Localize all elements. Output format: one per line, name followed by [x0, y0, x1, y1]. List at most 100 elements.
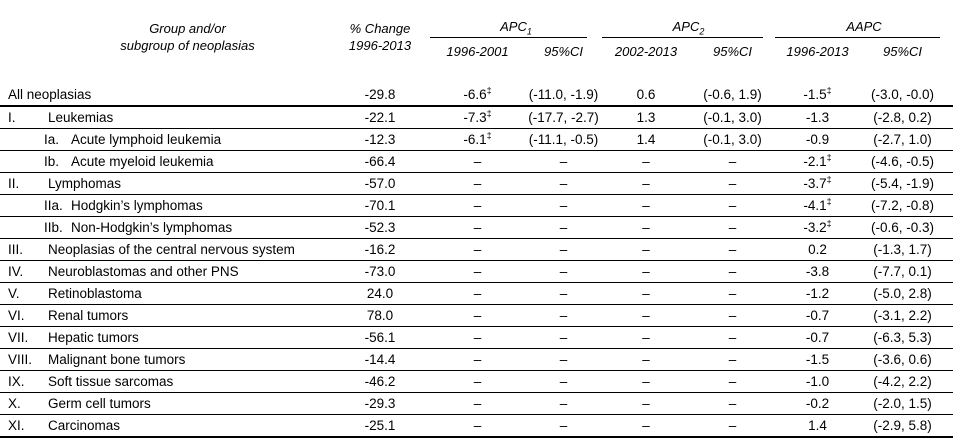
row-label: Carcinomas — [48, 418, 121, 433]
aapc-value: -1.3 — [805, 110, 830, 125]
cell-apc1-ci: – — [525, 194, 602, 217]
aapc-value: -0.9 — [805, 132, 830, 147]
cell-apc1-ci: – — [525, 304, 602, 327]
row-label: Leukemias — [48, 110, 114, 125]
cell-aapc-estimate: -1.2 — [775, 282, 860, 305]
cell-aapc-estimate: -3.8 — [775, 260, 860, 283]
row-label: Neuroblastomas and other PNS — [48, 264, 239, 279]
row-label: Soft tissue sarcomas — [48, 374, 174, 389]
aapc-value: -1.5 — [803, 87, 827, 102]
cell-apc1-estimate: – — [430, 414, 525, 438]
apc1-value: – — [473, 198, 482, 213]
apc1-value: -7.3 — [463, 110, 487, 125]
aapc-label: AAPC — [775, 16, 953, 37]
apc1-value: – — [473, 396, 482, 411]
cell-apc2-ci: – — [690, 348, 775, 371]
row-numeral: III. — [8, 242, 24, 257]
significance-dagger-icon: ‡ — [486, 85, 492, 96]
cell-aapc-estimate: -1.5‡ — [775, 84, 860, 107]
cell-apc1-estimate: – — [430, 172, 525, 195]
table-row: Ib. Acute myeloid leukemia -66.4 – – – – … — [0, 150, 953, 173]
aapc-value: -3.2 — [803, 220, 827, 235]
row-numeral: X. — [8, 396, 21, 411]
table-row: Ia. Acute lymphoid leukemia -12.3 -6.1‡ (… — [0, 128, 953, 151]
cell-apc2-estimate: – — [602, 216, 690, 239]
cell-apc1-estimate: – — [430, 260, 525, 283]
table-body-grid: All neoplasias -29.8 -6.6‡ (-11.0, -1.9)… — [0, 84, 953, 438]
cell-apc1-estimate: – — [430, 392, 525, 415]
cell-apc2-estimate: 0.6 — [602, 84, 690, 107]
cell-pct-change: -12.3 — [330, 128, 430, 151]
cell-group-name: Ib. Acute myeloid leukemia — [0, 150, 330, 173]
cell-aapc-estimate: -4.1‡ — [775, 194, 860, 217]
cell-aapc-estimate: -0.7 — [775, 304, 860, 327]
aapc-value: -2.1 — [803, 154, 827, 169]
cell-apc1-ci: (-11.0, -1.9) — [525, 84, 602, 107]
cell-pct-change: -73.0 — [330, 260, 430, 283]
cell-aapc-estimate: -2.1‡ — [775, 150, 860, 173]
cell-aapc-ci: (-2.8, 0.2) — [860, 106, 953, 129]
row-numeral: VII. — [8, 330, 29, 345]
aapc-underline — [775, 37, 940, 38]
apc2-ci-header: 95%CI — [712, 43, 753, 59]
apc1-value: – — [473, 418, 482, 433]
table-row: VII. Hepatic tumors -56.1 – – – – -0.7 (-… — [0, 326, 953, 349]
table-row: XI. Carcinomas -25.1 – – – – 1.4 (-2.9, 5… — [0, 414, 953, 438]
table-row: III. Neoplasias of the central nervous sy… — [0, 238, 953, 261]
cell-apc2-estimate: – — [602, 414, 690, 438]
table-row: All neoplasias -29.8 -6.6‡ (-11.0, -1.9)… — [0, 84, 953, 107]
aapc-value: -3.7 — [803, 176, 827, 191]
row-label: Germ cell tumors — [48, 396, 151, 411]
aapc-value: -1.5 — [805, 352, 830, 367]
apc2-label-subscript: 2 — [699, 26, 705, 37]
cell-pct-change: -14.4 — [330, 348, 430, 371]
cell-pct-change: -56.1 — [330, 326, 430, 349]
cell-apc2-estimate: – — [602, 370, 690, 393]
table-row: V. Retinoblastoma 24.0 – – – – -1.2 (-5.0… — [0, 282, 953, 305]
cell-pct-change: -46.2 — [330, 370, 430, 393]
apc1-value: – — [473, 220, 482, 235]
cell-pct-change: -25.1 — [330, 414, 430, 438]
significance-dagger-icon: ‡ — [826, 85, 832, 96]
aapc-range-header: 1996-2013 — [786, 43, 849, 59]
cell-aapc-ci: (-2.0, 1.5) — [860, 392, 953, 415]
table-row: IV. Neuroblastomas and other PNS -73.0 – … — [0, 260, 953, 283]
row-label: Hepatic tumors — [48, 330, 139, 345]
cell-group-name: V. Retinoblastoma — [0, 282, 330, 305]
cell-aapc-ci: (-7.2, -0.8) — [860, 194, 953, 217]
cell-pct-change: 78.0 — [330, 304, 430, 327]
cell-apc1-estimate: – — [430, 216, 525, 239]
row-label: Malignant bone tumors — [48, 352, 186, 367]
apc1-label-subscript: 1 — [526, 26, 532, 37]
apc1-value: – — [473, 176, 482, 191]
row-numeral: IX. — [8, 374, 25, 389]
row-numeral: VI. — [8, 308, 25, 323]
apc1-value: – — [473, 154, 482, 169]
row-label: Acute myeloid leukemia — [71, 154, 214, 169]
cell-apc1-estimate: – — [430, 326, 525, 349]
cell-apc2-estimate: – — [602, 238, 690, 261]
cell-group-name: Ia. Acute lymphoid leukemia — [0, 128, 330, 151]
cell-apc1-ci: – — [525, 238, 602, 261]
row-numeral: VIII. — [8, 352, 33, 367]
cell-pct-change: 24.0 — [330, 282, 430, 305]
header-group-aapc: AAPC 1996-2013 95%CI — [775, 10, 953, 64]
cell-apc2-ci: (-0.6, 1.9) — [690, 84, 775, 107]
cell-apc1-estimate: -7.3‡ — [430, 106, 525, 129]
cell-apc1-estimate: – — [430, 150, 525, 173]
cell-pct-change: -22.1 — [330, 106, 430, 129]
cell-apc1-ci: – — [525, 172, 602, 195]
cell-apc2-ci: – — [690, 370, 775, 393]
aapc-label-base: AAPC — [846, 19, 882, 34]
cell-group-name: VI. Renal tumors — [0, 304, 330, 327]
cell-aapc-ci: (-7.7, 0.1) — [860, 260, 953, 283]
cell-aapc-estimate: -1.5 — [775, 348, 860, 371]
cell-apc1-ci: – — [525, 414, 602, 438]
apc1-value: – — [473, 330, 482, 345]
row-numeral: II. — [8, 176, 20, 191]
significance-dagger-icon: ‡ — [486, 130, 492, 141]
apc1-value: -6.6 — [463, 87, 487, 102]
aapc-value: 1.4 — [808, 418, 827, 433]
cell-apc1-ci: – — [525, 348, 602, 371]
cell-apc2-ci: – — [690, 304, 775, 327]
